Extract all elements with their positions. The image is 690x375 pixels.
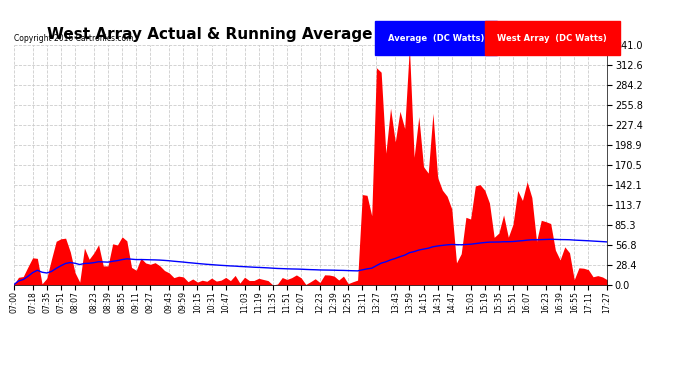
Text: Average  (DC Watts): Average (DC Watts) bbox=[388, 34, 484, 43]
Text: West Array  (DC Watts): West Array (DC Watts) bbox=[497, 34, 607, 43]
Title: West Array Actual & Running Average Power Tue Mar 1 17:32: West Array Actual & Running Average Powe… bbox=[47, 27, 574, 42]
Text: Copyright 2016 Cartronics.com: Copyright 2016 Cartronics.com bbox=[14, 34, 133, 43]
